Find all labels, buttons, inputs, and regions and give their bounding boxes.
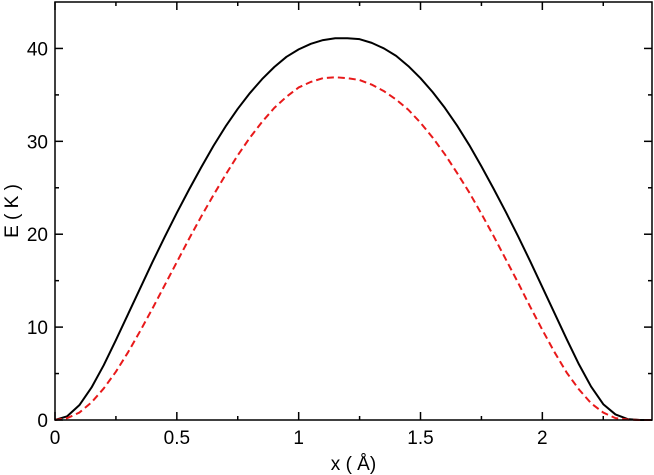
- y-tick-label: 10: [27, 318, 48, 339]
- x-tick-label: 0: [50, 428, 61, 449]
- y-tick-label: 40: [27, 39, 48, 60]
- plot-frame: [54, 1, 653, 421]
- x-tick-label: 1.5: [407, 428, 433, 449]
- x-tick-label: 2: [537, 428, 548, 449]
- y-tick-label: 30: [27, 132, 48, 153]
- x-tick-label: 1: [293, 428, 304, 449]
- y-tick-label: 20: [27, 225, 48, 246]
- series-layer: [54, 37, 652, 421]
- y-axis-title: E ( K ): [2, 184, 23, 238]
- y-tick-label: 0: [37, 411, 48, 432]
- series-1-line: [54, 37, 652, 421]
- series-2-line: [54, 76, 652, 421]
- x-axis-title: x ( Å): [331, 454, 376, 475]
- x-tick-label: 0.5: [164, 428, 190, 449]
